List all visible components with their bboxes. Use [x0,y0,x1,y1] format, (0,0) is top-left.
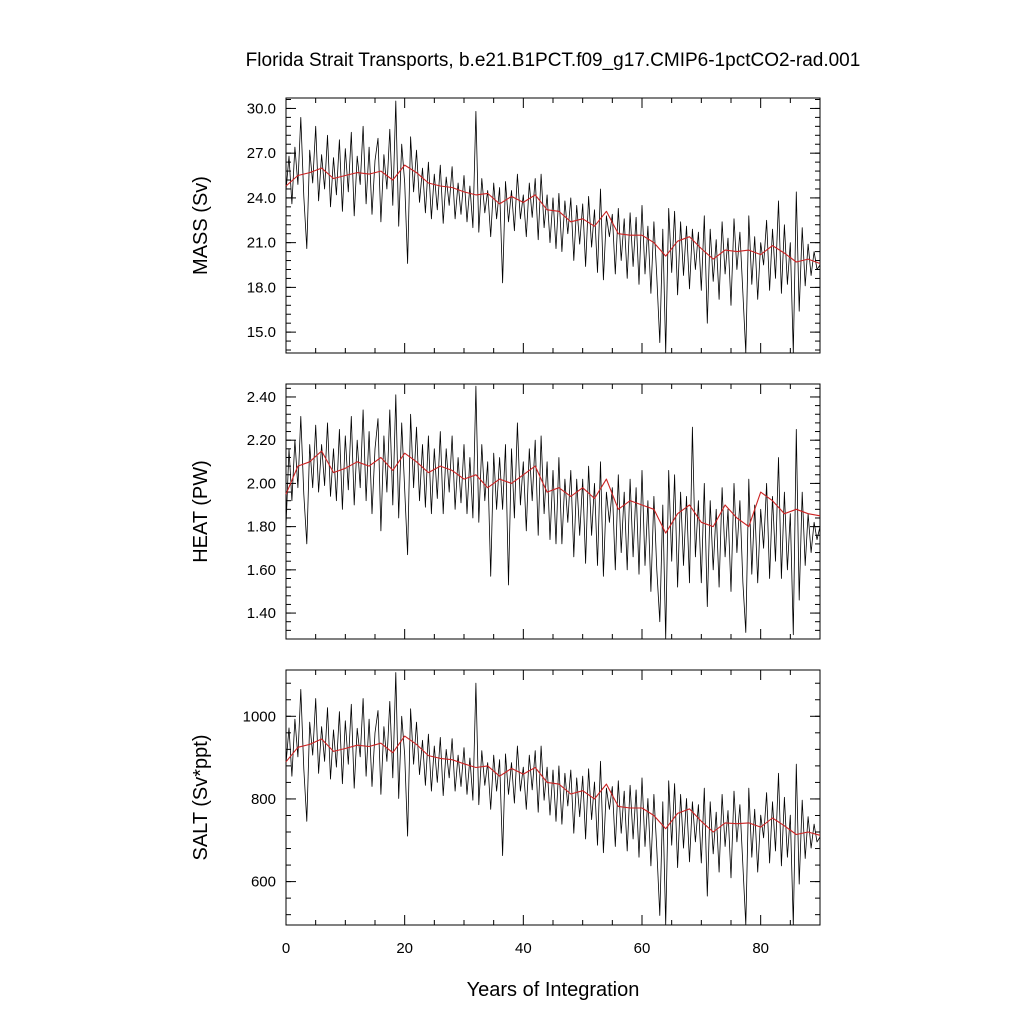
raw-series-line [285,672,821,926]
panel-2: 1.40 1.60 1.80 2.00 2.20 2.40 HEAT (PW) [190,383,821,640]
x-tick-label: 60 [634,940,651,957]
y-tick-label: 27.0 [247,145,276,162]
y-tick-label: 1.60 [247,562,276,579]
y-tick-label: 800 [251,791,276,808]
y-tick-label: 2.00 [247,475,276,492]
y-tick-label: 1000 [243,708,276,725]
y-tick-label: 2.20 [247,432,276,449]
panels-group: 15.0 18.0 21.0 24.0 27.0 30.0 MASS (Sv) 1.40 1.6… [190,97,821,957]
y-tick-label: 18.0 [247,279,276,296]
y-tick-label: 30.0 [247,100,276,117]
y-tick-label: 24.0 [247,190,276,207]
y-tick-label: 1.80 [247,519,276,536]
panel-1: 15.0 18.0 21.0 24.0 27.0 30.0 MASS (Sv) [190,97,821,354]
y-tick-label: 21.0 [247,235,276,252]
y-tick-label: 15.0 [247,324,276,341]
plot-frame [285,669,821,926]
y-tick-label: 2.40 [247,389,276,406]
y-axis-label: SALT (Sv*ppt) [190,735,212,861]
y-axis-label: HEAT (PW) [190,460,212,563]
x-tick-label: 20 [396,940,413,957]
smoothed-series-line [285,450,821,534]
x-tick-label: 80 [752,940,769,957]
plot-frame [285,97,821,354]
x-tick-label: 0 [282,940,290,957]
raw-series-line [285,100,821,354]
panel-3: 600 800 1000 SALT (Sv*ppt) [190,669,821,926]
smoothed-series-line [285,164,821,265]
y-axis-label: MASS (Sv) [190,176,212,275]
x-tick-label: 40 [515,940,532,957]
x-axis-label: Years of Integration [467,979,640,1001]
chart-title: Florida Strait Transports, b.e21.B1PCT.f… [246,50,861,71]
raw-series-line [285,385,821,640]
y-tick-label: 1.40 [247,605,276,622]
smoothed-series-line [285,735,821,836]
y-tick-label: 600 [251,874,276,891]
